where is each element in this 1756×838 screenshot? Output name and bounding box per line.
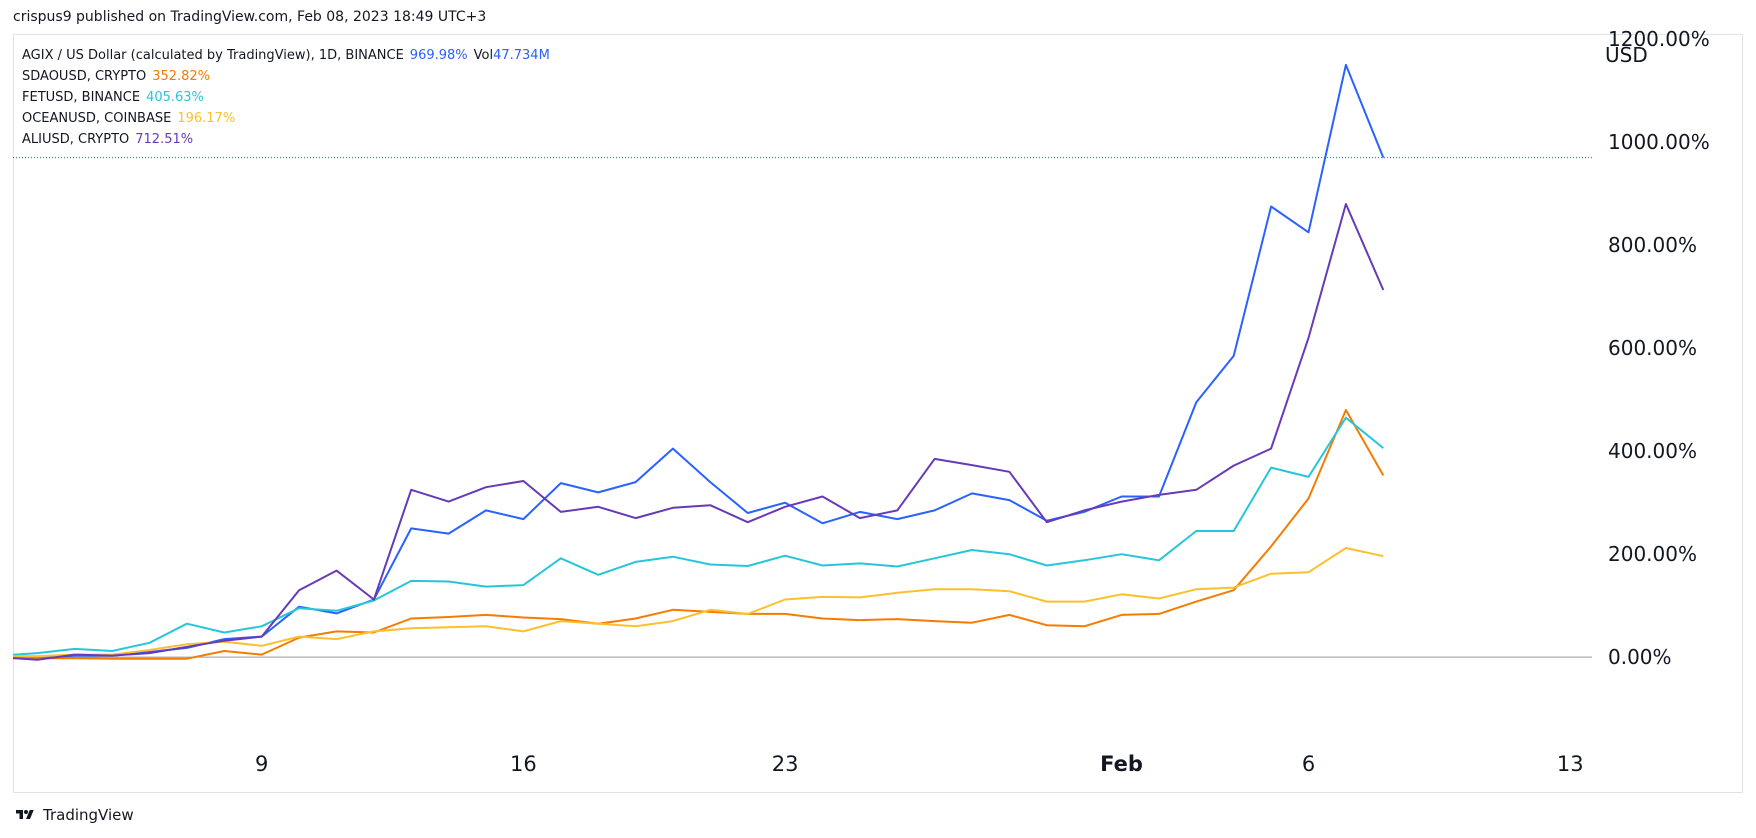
legend-row-sdao[interactable]: SDAOUSD, CRYPTO 352.82% [22,66,550,87]
legend-value-ocean: 196.17% [177,111,236,126]
legend-row-ocean[interactable]: OCEANUSD, COINBASE 196.17% [22,108,550,129]
legend-vol-value: 47.734M [493,48,550,63]
series-line-0 [13,63,1385,660]
series-line-2 [13,416,1384,656]
x-tick-label: 23 [772,752,799,776]
chart-legend: AGIX / US Dollar (calculated by TradingV… [22,45,550,150]
chart-frame [13,34,1743,793]
x-tick-label: 13 [1557,752,1584,776]
y-unit-label: USD [1605,43,1648,67]
y-tick-label: 600.00% [1608,336,1697,360]
legend-value-agix: 969.98% [409,48,468,63]
x-tick-label: 16 [510,752,537,776]
tradingview-logo-icon [16,810,34,819]
footer-brand[interactable]: TradingView [13,806,134,824]
y-tick-label: 1000.00% [1608,130,1710,154]
x-tick-label: Feb [1100,752,1143,776]
legend-value-fet: 405.63% [146,90,204,105]
legend-value-sdao: 352.82% [152,69,211,84]
y-tick-label: 0.00% [1608,645,1672,669]
legend-row-fet[interactable]: FETUSD, BINANCE 405.63% [22,87,550,108]
y-tick-label: 200.00% [1608,542,1697,566]
legend-vol-label: Vol [473,48,494,63]
legend-value-ali: 712.51% [135,132,194,147]
x-tick-label: 6 [1302,752,1315,776]
y-tick-label: 1200.00% [1608,27,1710,51]
x-tick-label: 9 [255,752,268,776]
y-tick-label: 800.00% [1608,233,1697,257]
legend-label-ocean: OCEANUSD, COINBASE [22,111,172,126]
legend-label-agix: AGIX / US Dollar (calculated by TradingV… [22,48,404,63]
series-line-3 [13,547,1384,658]
legend-label-ali: ALIUSD, CRYPTO [22,132,130,147]
legend-label-fet: FETUSD, BINANCE [22,90,141,105]
published-caption: crispus9 published on TradingView.com, F… [13,9,487,25]
footer-brand-name: TradingView [43,806,134,824]
legend-row-agix[interactable]: AGIX / US Dollar (calculated by TradingV… [22,45,550,66]
legend-label-sdao: SDAOUSD, CRYPTO [22,69,147,84]
y-tick-label: 400.00% [1608,439,1697,463]
series-line-1 [13,409,1385,660]
legend-row-ali[interactable]: ALIUSD, CRYPTO 712.51% [22,129,550,150]
series-line-4 [13,203,1385,661]
